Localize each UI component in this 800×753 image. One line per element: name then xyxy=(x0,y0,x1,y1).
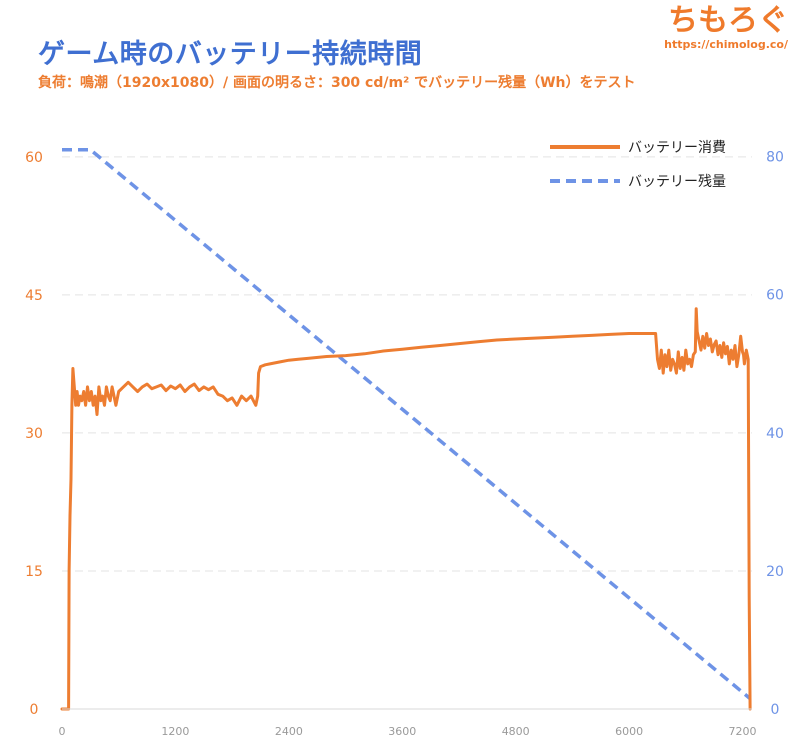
y-right-tick-label: 40 xyxy=(766,426,784,442)
grid-lines xyxy=(62,156,752,572)
x-tick-label: 2400 xyxy=(275,725,303,738)
x-tick-label: 1200 xyxy=(161,725,189,738)
y-left-tick-label: 0 xyxy=(30,702,39,718)
y-right-tick-label: 20 xyxy=(766,564,784,580)
y-right-tick-label: 80 xyxy=(766,150,784,166)
legend-label-remaining: バッテリー残量 xyxy=(628,174,726,190)
y-left-tick-label: 60 xyxy=(25,150,43,166)
x-tick-label: 0 xyxy=(59,725,66,738)
chart-subtitle: 負荷：鳴潮（1920x1080）/ 画面の明るさ：300 cd/m² でバッテリ… xyxy=(38,75,636,91)
brand-name: ちもろぐ xyxy=(668,3,788,38)
y-right-tick-label: 60 xyxy=(766,288,784,304)
left-axis: 0 15 30 45 60 xyxy=(25,150,43,718)
chart-title: ゲーム時のバッテリー持続時間 xyxy=(38,39,423,70)
legend: バッテリー消費 バッテリー残量 xyxy=(550,140,726,190)
series-line-remaining xyxy=(62,147,752,700)
y-left-tick-label: 30 xyxy=(25,426,43,442)
brand-logo: ちもろぐ https://chimolog.co/ xyxy=(664,4,788,52)
x-axis: 0 1200 2400 3600 4800 6000 7200 xyxy=(59,708,757,738)
x-tick-label: 4800 xyxy=(502,725,530,738)
brand-url: https://chimolog.co/ xyxy=(664,38,788,51)
series-consumption-layer xyxy=(60,307,752,711)
y-left-tick-label: 15 xyxy=(25,564,43,580)
right-axis: 0 20 40 60 80 xyxy=(766,150,784,718)
x-tick-label: 6000 xyxy=(615,725,643,738)
series-remaining-layer xyxy=(62,147,752,700)
x-tick-label: 3600 xyxy=(388,725,416,738)
series-line-consumption xyxy=(60,307,752,711)
y-right-tick-label: 0 xyxy=(771,702,780,718)
legend-label-consumption: バッテリー消費 xyxy=(628,140,726,156)
x-tick-label: 7200 xyxy=(729,725,757,738)
y-left-tick-label: 45 xyxy=(25,288,43,304)
